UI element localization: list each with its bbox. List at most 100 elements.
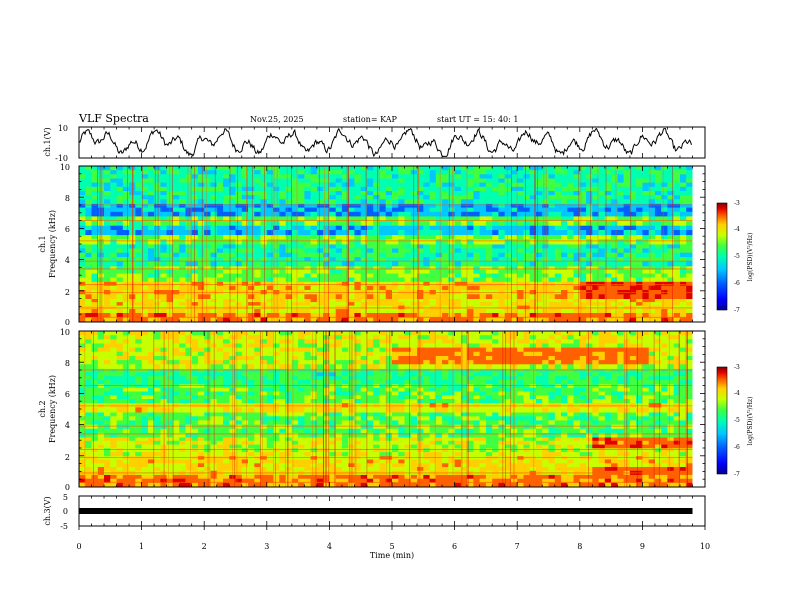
spec-cell xyxy=(379,174,387,179)
spec-cell xyxy=(91,174,99,179)
spec-cell xyxy=(291,478,299,484)
spec-cell xyxy=(367,312,374,318)
spec-cell xyxy=(266,215,274,221)
spec-cell xyxy=(316,199,324,204)
spec-cell xyxy=(611,261,618,267)
spec-cell xyxy=(266,248,274,254)
spec-cell xyxy=(104,265,111,271)
spec-cell xyxy=(410,203,418,208)
spec-cell xyxy=(185,195,193,200)
spec-cell xyxy=(604,298,612,303)
spec-cell xyxy=(279,455,286,460)
spec-cell xyxy=(536,199,543,204)
spec-cell xyxy=(348,230,355,236)
spec-cell xyxy=(373,317,380,323)
spec-cell xyxy=(241,437,249,442)
spec-cell xyxy=(335,459,343,464)
spec-cell xyxy=(567,170,574,175)
spec-cell xyxy=(348,174,355,179)
spec-cell xyxy=(554,305,562,310)
spec-cell xyxy=(160,281,168,287)
spec-cell xyxy=(561,211,568,217)
spec-cell xyxy=(91,444,99,449)
spec-cell xyxy=(210,203,218,208)
spec-cell xyxy=(417,312,424,318)
spec-cell xyxy=(91,211,99,217)
spec-cell xyxy=(554,186,562,192)
spec-cell xyxy=(97,478,105,484)
spec-cell xyxy=(323,166,330,171)
spec-cell xyxy=(179,312,186,318)
spec-cell xyxy=(498,273,506,278)
spec-cell xyxy=(348,220,355,226)
spec-cell xyxy=(623,298,631,303)
spec-cell xyxy=(673,437,681,442)
spec-cell xyxy=(398,170,405,175)
spec-cell xyxy=(254,265,261,271)
spec-cell xyxy=(510,294,518,299)
spec-cell xyxy=(435,234,443,240)
spec-cell xyxy=(667,305,675,310)
spec-cell xyxy=(648,234,656,240)
spec-cell xyxy=(104,211,111,217)
spec-cell xyxy=(517,298,524,303)
spec-cell xyxy=(680,182,687,188)
spec-cell xyxy=(548,215,556,221)
spec-cell xyxy=(179,244,186,249)
spec-cell xyxy=(379,211,387,217)
spec-cell xyxy=(210,273,218,278)
spec-cell xyxy=(341,186,349,192)
spec-cell xyxy=(341,309,349,313)
spec-cell xyxy=(686,252,693,258)
spec-cell xyxy=(642,309,650,313)
spec-cell xyxy=(485,166,493,171)
spec-cell xyxy=(417,467,424,472)
spec-cell xyxy=(554,309,562,313)
spec-cell xyxy=(367,215,374,221)
spec-cell xyxy=(122,309,130,313)
spec-cell xyxy=(467,285,474,291)
spec-cell xyxy=(510,261,518,267)
spec-cell xyxy=(241,257,249,262)
spec-cell xyxy=(573,285,581,291)
spec-cell xyxy=(316,261,324,267)
spec-cell xyxy=(235,239,243,245)
spec-cell xyxy=(216,478,224,484)
spec-cell xyxy=(154,207,161,213)
spec-cell xyxy=(673,239,681,245)
spec-cell xyxy=(104,239,111,245)
spec-cell xyxy=(448,302,455,306)
spec-cell xyxy=(79,174,86,179)
spec-cell xyxy=(454,225,462,231)
spec-cell xyxy=(116,437,124,442)
spec-cell xyxy=(210,170,218,175)
spec-cell xyxy=(248,195,255,200)
spec-cell xyxy=(392,312,399,318)
spec-cell xyxy=(291,312,299,318)
spec-cell xyxy=(122,317,130,323)
spec-cell xyxy=(442,220,449,226)
spec-cell xyxy=(410,309,418,313)
spec-cell xyxy=(611,440,618,445)
spec-cell xyxy=(235,302,243,306)
spec-cell xyxy=(623,312,631,318)
spec-cell xyxy=(442,440,449,445)
spec-cell xyxy=(573,459,581,464)
spec-cell xyxy=(335,174,343,179)
spec-cell xyxy=(122,252,130,258)
spec-cell xyxy=(561,234,568,240)
spec-cell xyxy=(642,215,650,221)
spec-cell xyxy=(542,244,549,249)
spec-cell xyxy=(160,220,168,226)
spec-cell xyxy=(529,215,537,221)
spec-cell xyxy=(329,312,337,318)
spec-cell xyxy=(623,207,631,213)
spec-cell xyxy=(298,298,305,303)
spec-cell xyxy=(504,459,512,464)
spec-cell xyxy=(122,230,130,236)
spec-cell xyxy=(367,285,374,291)
spec-cell xyxy=(654,482,662,488)
spec-cell xyxy=(673,467,681,472)
spec-cell xyxy=(673,459,681,464)
spec-cell xyxy=(648,178,656,184)
